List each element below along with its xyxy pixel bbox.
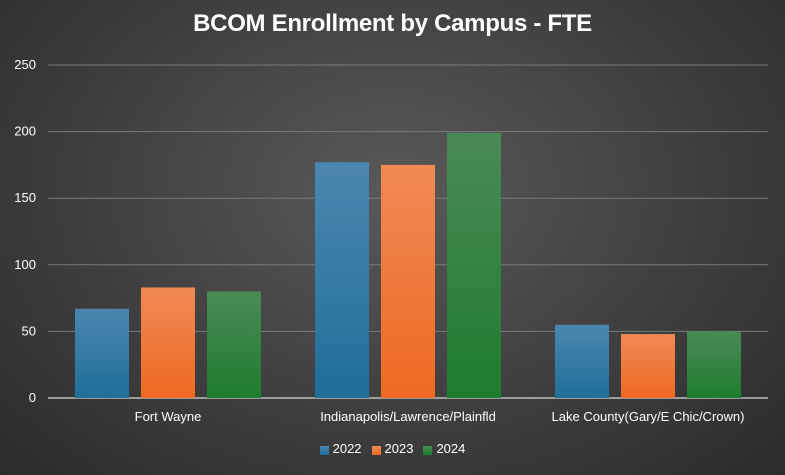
legend-label: 2022 [332,441,362,456]
x-category-label: Fort Wayne [135,409,202,424]
x-category-label: Indianapolis/Lawrence/Plainfld [320,409,496,424]
y-tick-label: 100 [14,257,36,272]
bar-2023-1 [381,164,435,398]
legend-label: 2023 [384,441,414,456]
y-tick-label: 150 [14,190,36,205]
x-category-label: Lake County(Gary/E Chic/Crown) [552,409,745,424]
legend-item: 2024 [423,441,465,456]
bars [75,132,741,398]
legend-swatch [423,446,433,455]
bar-2023-2 [621,334,675,398]
legend-swatch [371,446,381,455]
bar-2022-2 [555,324,609,398]
bar-2024-0 [207,291,261,398]
legend-item: 2022 [319,441,362,456]
bar-2022-0 [75,308,129,398]
y-tick-label: 50 [22,323,36,338]
legend-swatch [319,446,329,455]
legend-label: 2024 [436,441,466,456]
y-tick-label: 250 [14,57,36,72]
legend-item: 2023 [371,441,414,456]
y-tick-label: 0 [29,390,36,405]
legend: 2022 2023 2024 [0,441,785,456]
y-axis-ticks: 0 50 100 150 200 250 [14,57,36,405]
bar-2023-0 [141,287,195,398]
chart-title: BCOM Enrollment by Campus - FTE [193,10,592,37]
bar-2024-2 [687,331,741,398]
y-tick-label: 200 [14,124,36,139]
x-axis-labels: Fort Wayne Indianapolis/Lawrence/Plainfld… [135,409,745,424]
bar-2024-1 [447,132,501,398]
bar-2022-1 [315,162,369,398]
